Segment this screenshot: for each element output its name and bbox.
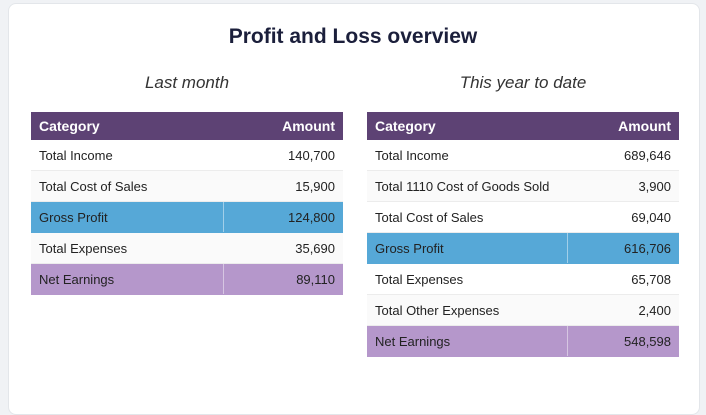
table-header-row: Category Amount (31, 112, 343, 140)
page-title: Profit and Loss overview (228, 25, 478, 48)
net-earnings-row: Net Earnings 548,598 (367, 325, 679, 357)
category-cell: Net Earnings (367, 325, 567, 357)
amount-cell: 2,400 (567, 294, 679, 326)
amount-cell: 124,800 (222, 201, 343, 233)
amount-cell: 616,706 (566, 232, 679, 264)
category-cell: Total Income (367, 140, 567, 171)
category-cell: Total Cost of Sales (367, 201, 567, 233)
table-row: Total 1110 Cost of Goods Sold 3,900 (367, 170, 679, 202)
amount-cell: 3,900 (567, 170, 679, 202)
net-earnings-row: Net Earnings 89,110 (31, 263, 343, 295)
amount-cell: 89,110 (222, 263, 343, 295)
category-header[interactable]: Category (31, 112, 223, 140)
last-month-subtitle: Last month (144, 73, 230, 92)
table-row: Total Cost of Sales 69,040 (367, 201, 679, 233)
category-cell: Gross Profit (367, 232, 567, 264)
category-cell: Net Earnings (31, 263, 223, 295)
table-header-row: Category Amount (367, 112, 679, 140)
category-cell: Total Cost of Sales (31, 170, 223, 202)
table-row: Total Income 140,700 (31, 140, 343, 171)
table-row: Total Expenses 65,708 (367, 263, 679, 295)
table-row: Total Other Expenses 2,400 (367, 294, 679, 326)
amount-cell: 15,900 (223, 170, 343, 202)
category-cell: Total Other Expenses (367, 294, 567, 326)
ytd-subtitle: This year to date (459, 73, 587, 92)
table-row: Total Expenses 35,690 (31, 232, 343, 264)
gross-profit-row: Gross Profit 616,706 (367, 232, 679, 264)
amount-cell: 689,646 (567, 140, 679, 171)
ytd-table: Category Amount Total Income 689,646 Tot… (367, 112, 679, 357)
category-cell: Total Expenses (367, 263, 567, 295)
category-cell: Gross Profit (31, 201, 223, 233)
last-month-table: Category Amount Total Income 140,700 Tot… (31, 112, 343, 295)
amount-header[interactable]: Amount (567, 112, 679, 140)
category-cell: Total 1110 Cost of Goods Sold (367, 170, 567, 202)
amount-cell: 69,040 (567, 201, 679, 233)
table-row: Total Cost of Sales 15,900 (31, 170, 343, 202)
category-cell: Total Income (31, 140, 223, 171)
category-header[interactable]: Category (367, 112, 567, 140)
amount-cell: 65,708 (567, 263, 679, 295)
gross-profit-row: Gross Profit 124,800 (31, 201, 343, 233)
amount-cell: 140,700 (223, 140, 343, 171)
amount-header[interactable]: Amount (223, 112, 343, 140)
category-cell: Total Expenses (31, 232, 223, 264)
amount-cell: 548,598 (566, 325, 679, 357)
amount-cell: 35,690 (223, 232, 343, 264)
table-row: Total Income 689,646 (367, 140, 679, 171)
